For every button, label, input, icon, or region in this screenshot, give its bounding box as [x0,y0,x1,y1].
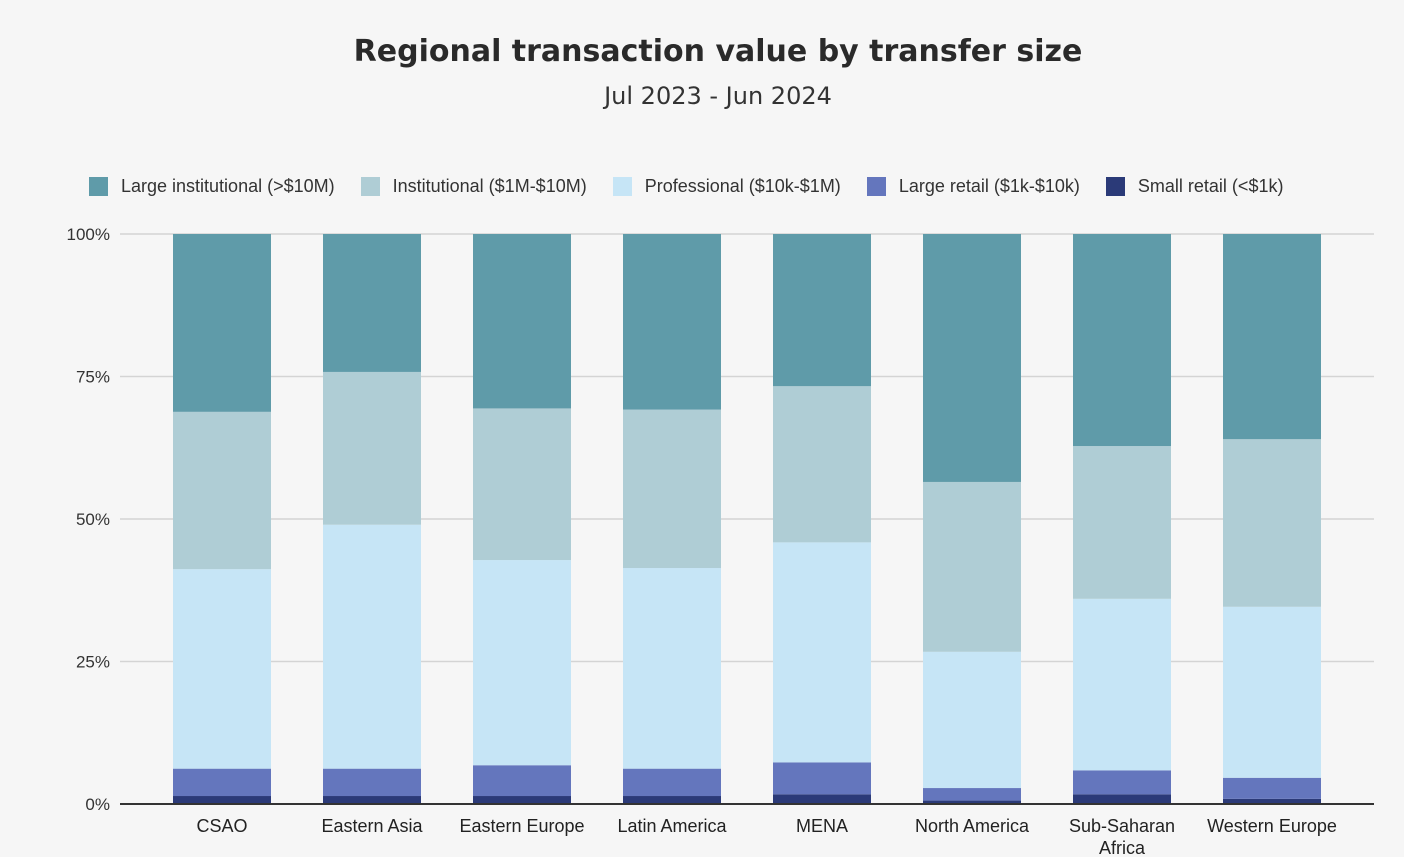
x-tick-label: Western Europe [1207,816,1337,836]
bar-segment [1223,439,1321,607]
bar-segment [323,796,421,804]
bar-segment [1223,234,1321,440]
y-tick-label: 100% [67,225,110,244]
bar-segment [923,234,1021,482]
bar-segment [1073,770,1171,795]
legend-label: Large retail ($1k-$10k) [898,175,1080,196]
legend-item: Small retail (<$1k) [1105,175,1284,197]
bar-segment [323,371,421,525]
chart-subtitle: Jul 2023 - Jun 2024 [604,82,832,110]
legend-label: Large institutional (>$10M) [121,175,335,196]
bar-segment [623,568,721,769]
bar-segment [773,234,871,387]
bar-segment [1073,598,1171,771]
legend-swatch [360,176,380,196]
bar-segment [623,796,721,804]
legend-label: Institutional ($1M-$10M) [392,175,587,196]
bar-segment [623,409,721,569]
legend-label: Small retail (<$1k) [1137,175,1284,196]
bar-segment [923,651,1021,789]
bar-segment [473,796,571,804]
legend-item: Large retail ($1k-$10k) [866,175,1080,197]
chart-title: Regional transaction value by transfer s… [353,34,1083,69]
x-tick-label: Africa [1099,838,1146,857]
legend-swatch [89,176,108,196]
bar-segment [773,386,871,543]
bar-segment [923,800,1021,804]
legend-item: Institutional ($1M-$10M) [360,175,587,197]
x-tick-label: CSAO [196,816,247,836]
bar-segment [323,524,421,769]
bar-segment [473,408,571,561]
bar-segment [1073,794,1171,804]
bar-segment [1073,446,1171,599]
legend-item: Professional ($10k-$1M) [612,175,841,197]
bar-segment [1223,777,1321,799]
x-tick-label: Eastern Europe [459,816,584,836]
bar-segment [773,762,871,795]
bar-segment [1223,606,1321,778]
y-tick-label: 75% [76,368,110,387]
bar-segment [173,768,271,797]
legend-item: Large institutional (>$10M) [89,176,335,197]
bar-segment [773,794,871,804]
x-tick-label: Eastern Asia [321,816,423,836]
bar-segment [473,234,571,409]
legend-label: Professional ($10k-$1M) [644,175,841,196]
y-tick-label: 50% [76,510,110,529]
bar-segment [323,768,421,797]
bar-segment [323,234,421,372]
legend-swatch [866,176,886,196]
legend-swatch [1105,176,1125,196]
bar-segment [473,765,571,797]
bar-segment [173,569,271,769]
bar-segment [923,481,1021,652]
bar-segment [623,768,721,797]
bar-segment [623,234,721,410]
bar-segment [1223,798,1321,804]
x-tick-label: MENA [796,816,848,836]
y-tick-label: 0% [85,795,110,814]
x-tick-label: North America [915,816,1030,836]
legend-swatch [612,176,632,196]
y-tick-label: 25% [76,653,110,672]
bar-segment [173,234,271,412]
bar-segment [173,411,271,570]
bar-segment [173,796,271,804]
bar-segment [1073,234,1171,447]
bar-segment [773,542,871,763]
bar-segment [473,560,571,766]
chart-legend: Large institutional (>$10M) Institutional… [89,174,1283,198]
x-tick-label: Sub-Saharan [1069,816,1175,836]
x-tick-label: Latin America [617,816,727,836]
bar-segment [923,788,1021,801]
